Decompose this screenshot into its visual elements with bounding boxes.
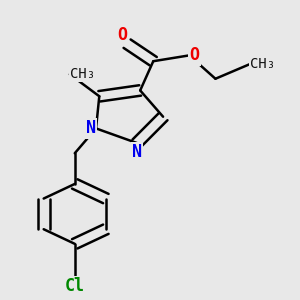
Text: N: N (86, 119, 96, 137)
Text: CH₃: CH₃ (250, 57, 275, 71)
Text: O: O (189, 46, 199, 64)
Text: O: O (117, 26, 127, 44)
Text: N: N (132, 143, 142, 161)
Text: Cl: Cl (65, 277, 85, 295)
Text: CH₃: CH₃ (70, 68, 95, 81)
